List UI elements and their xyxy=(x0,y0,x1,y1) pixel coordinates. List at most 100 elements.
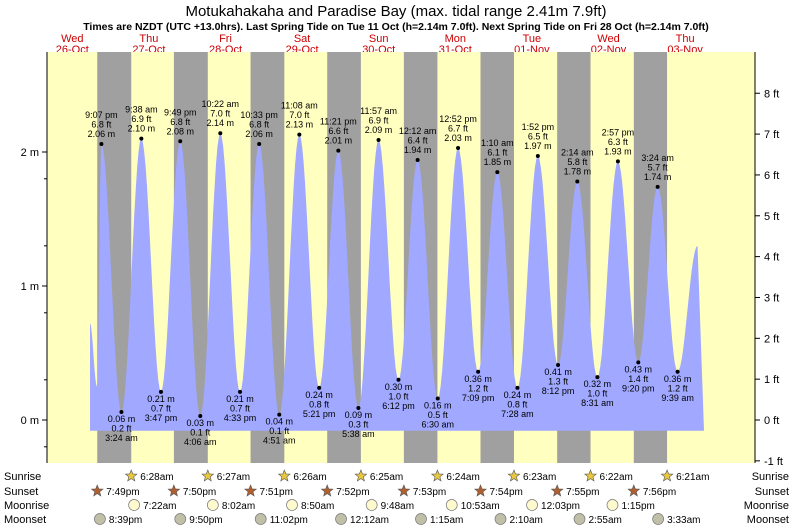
moonrise-icon xyxy=(286,499,298,511)
tide-label: 7.0 ft xyxy=(289,110,310,120)
moonrise-time: 8:50am xyxy=(301,501,334,512)
right-tick-label: 4 ft xyxy=(764,252,779,264)
tide-point xyxy=(595,375,600,380)
tide-point xyxy=(376,137,381,142)
tide-label: 11:08 am xyxy=(281,101,318,111)
sunset-time: 7:51pm xyxy=(260,487,293,498)
day-name-label: Thu xyxy=(676,33,695,45)
high-tide-marker: 9:49 pm6.8 ft2.08 m xyxy=(164,107,197,144)
tide-point xyxy=(158,389,163,394)
tide-label: 3:24 am xyxy=(641,153,674,163)
right-tick-label: 1 ft xyxy=(764,374,779,386)
tide-label: 1.0 ft xyxy=(587,389,608,399)
tide-label: 12:12 am xyxy=(399,126,437,136)
right-tick-label: 5 ft xyxy=(764,211,779,223)
tide-label: 8:31 am xyxy=(581,398,614,408)
high-tide-marker: 1:10 am6.1 ft1.85 m xyxy=(481,138,514,175)
moonset-time: 11:02pm xyxy=(270,515,308,525)
tide-label: 2.01 m xyxy=(325,136,353,146)
tide-label: 1.94 m xyxy=(404,145,432,155)
tide-point xyxy=(535,154,540,159)
tide-point xyxy=(415,158,420,163)
tide-label: 11:21 pm xyxy=(320,117,357,127)
high-tide-marker: 11:57 am6.9 ft2.09 m xyxy=(360,106,397,142)
right-tick-label: 6 ft xyxy=(764,170,779,182)
moonset-time: 9:50pm xyxy=(189,515,222,525)
sunset-time: 7:55pm xyxy=(566,487,599,498)
tide-point xyxy=(238,389,243,394)
tide-label: 4:06 am xyxy=(184,437,217,447)
day-name-label: Wed xyxy=(597,33,619,45)
tide-label: 9:49 pm xyxy=(164,107,197,117)
sunset-icon xyxy=(167,484,181,497)
moonset-time: 12:12am xyxy=(350,515,389,525)
high-tide-marker: 9:38 am6.9 ft2.10 m xyxy=(125,105,158,141)
tide-label: 0.41 m xyxy=(544,367,572,377)
tide-label: 12:52 pm xyxy=(439,114,477,124)
tide-label: 6:30 am xyxy=(421,420,454,430)
moonrise-time: 1:15pm xyxy=(621,501,654,512)
sunrise-time: 6:25am xyxy=(370,472,403,483)
moonset-icon xyxy=(652,513,664,525)
tide-label: 0.8 ft xyxy=(507,399,528,409)
low-tide-marker: 0.36 m1.2 ft7:09 pm xyxy=(462,369,495,403)
tide-label: 2.10 m xyxy=(128,124,156,134)
tide-label: 0.7 ft xyxy=(151,403,172,413)
tide-label: 0.32 m xyxy=(584,379,612,389)
tide-point xyxy=(297,132,302,137)
high-tide-marker: 2:57 pm6.3 ft1.93 m xyxy=(602,127,634,164)
moonrise-icon xyxy=(526,499,538,511)
tide-label: 7:09 pm xyxy=(462,393,495,403)
tide-label: 2.14 m xyxy=(207,118,235,128)
high-tide-marker: 9:07 pm6.8 ft2.06 m xyxy=(85,110,118,146)
sunrise-time: 6:23am xyxy=(523,472,556,483)
row-label-left: Moonrise xyxy=(4,500,49,512)
high-tide-marker: 11:08 am7.0 ft2.13 m xyxy=(281,101,318,137)
tide-point xyxy=(178,139,183,144)
low-tide-marker: 0.09 m0.3 ft5:38 am xyxy=(342,405,375,439)
tide-label: 6.4 ft xyxy=(408,136,429,146)
right-tick-label: 3 ft xyxy=(764,292,779,304)
tide-label: 7:28 am xyxy=(501,409,534,419)
tide-label: 3:47 pm xyxy=(145,413,178,423)
tide-label: 0.3 ft xyxy=(348,419,369,429)
left-tick-label: 2 m xyxy=(21,147,39,159)
tide-point xyxy=(257,141,262,146)
day-name-label: Sun xyxy=(369,33,389,45)
sunrise-time: 6:27am xyxy=(217,472,250,483)
moonset-time: 1:15am xyxy=(430,515,463,525)
sunset-icon xyxy=(627,484,641,497)
tide-point xyxy=(655,184,660,189)
moonset-time: 2:10am xyxy=(510,515,543,525)
tide-label: 5.8 ft xyxy=(567,157,588,167)
sunset-time: 7:50pm xyxy=(183,487,216,498)
tide-label: 0.24 m xyxy=(504,390,532,400)
right-tick-label: -1 ft xyxy=(764,456,783,468)
tide-label: 2.13 m xyxy=(286,120,314,130)
moonrise-time: 12:03pm xyxy=(541,501,580,512)
right-tick-label: 2 ft xyxy=(764,333,779,345)
sunrise-icon xyxy=(124,469,138,482)
tide-label: 2.06 m xyxy=(245,129,273,139)
low-tide-marker: 0.03 m0.1 ft4:06 am xyxy=(184,413,217,447)
tide-label: 6.9 ft xyxy=(131,114,152,124)
tide-label: 0.8 ft xyxy=(309,399,330,409)
tide-label: 6.8 ft xyxy=(91,119,112,129)
tide-label: 1.3 ft xyxy=(548,377,569,387)
day-name-label: Sat xyxy=(294,33,311,45)
sunrise-time: 6:26am xyxy=(293,472,326,483)
sunset-time: 7:53pm xyxy=(413,487,446,498)
high-tide-marker: 10:33 pm6.8 ft2.06 m xyxy=(240,110,278,146)
tide-point xyxy=(675,369,680,374)
low-tide-marker: 0.30 m1.0 ft6:12 pm xyxy=(382,377,415,411)
tide-label: 1.78 m xyxy=(564,166,592,176)
high-tide-marker: 11:21 pm6.6 ft2.01 m xyxy=(320,117,357,153)
tide-label: 1.85 m xyxy=(484,157,512,167)
sunset-icon xyxy=(474,484,487,497)
row-label-right: Moonset xyxy=(747,514,789,525)
chart-title: Motukahakaha and Paradise Bay (max. tida… xyxy=(185,3,606,20)
tide-label: 2:14 am xyxy=(561,147,594,157)
tide-label: 0.2 ft xyxy=(111,423,132,433)
low-tide-marker: 0.43 m1.4 ft9:20 pm xyxy=(622,360,655,393)
